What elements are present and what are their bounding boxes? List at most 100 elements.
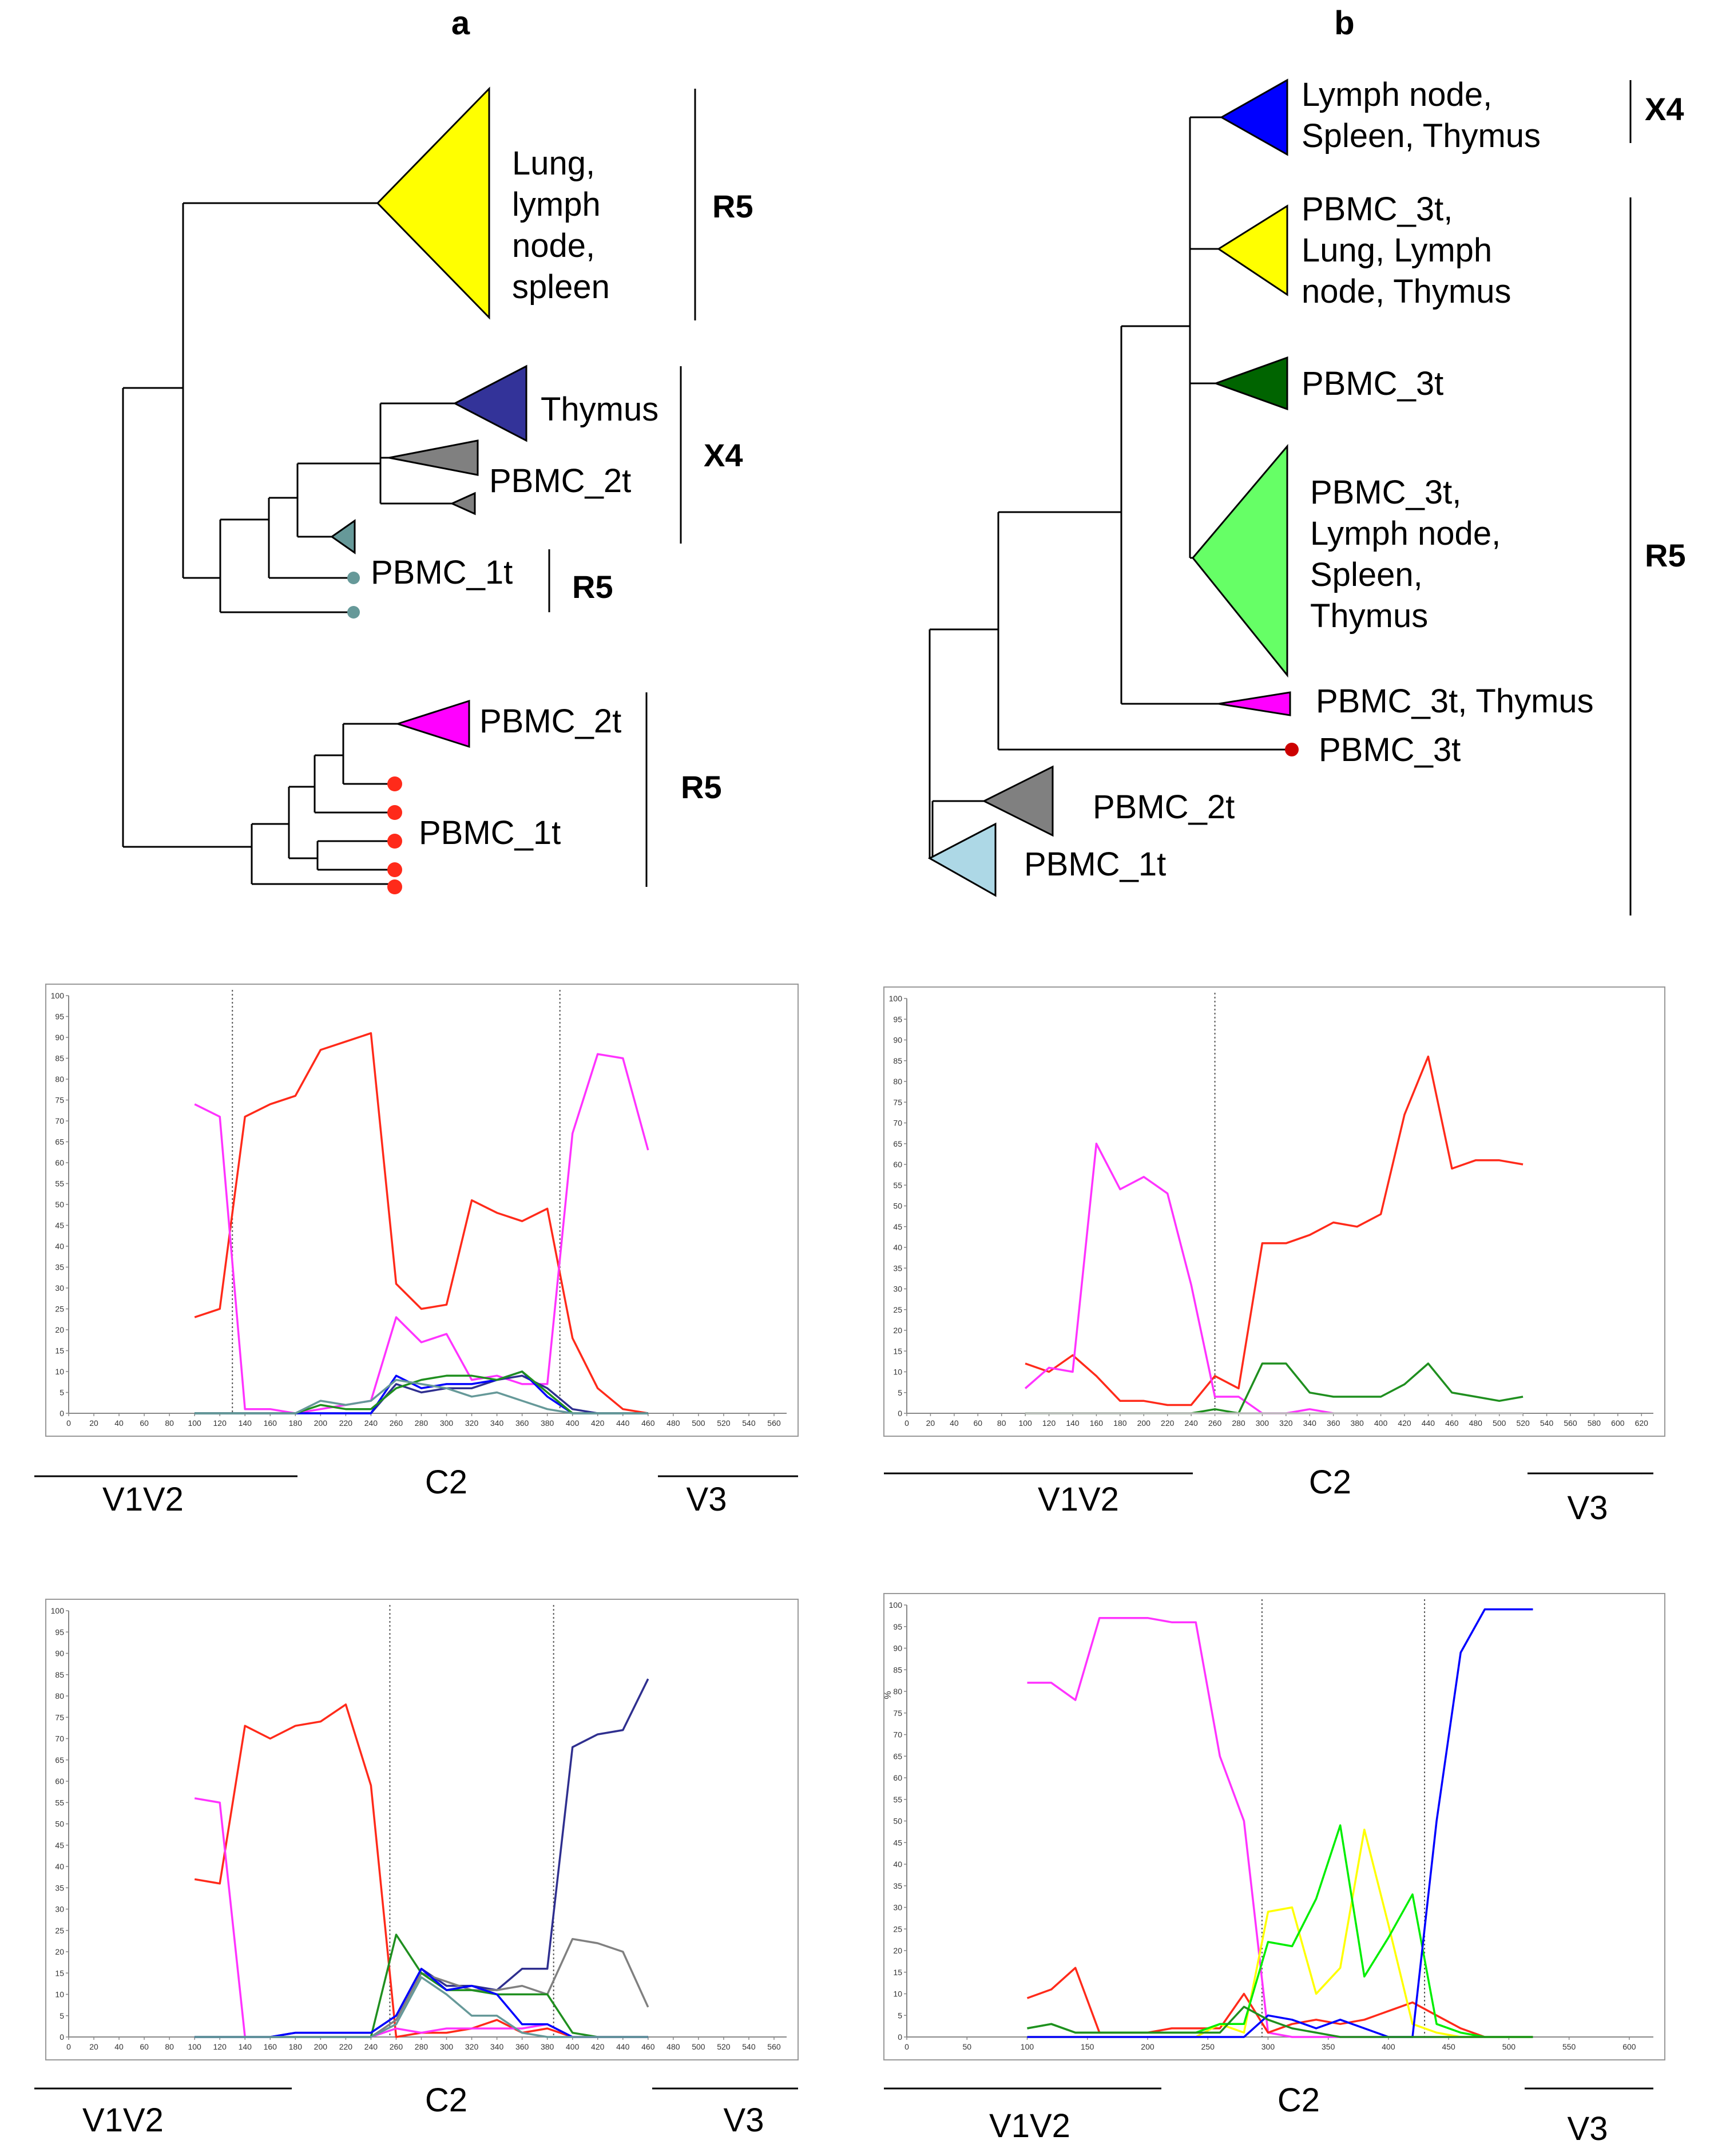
y-tick-label: 35	[55, 1263, 64, 1272]
y-tick-label: 80	[893, 1077, 902, 1086]
y-tick-label: 40	[55, 1862, 64, 1871]
group-a-label-2: X4	[704, 437, 743, 473]
clade-b-magenta-triangle	[1218, 691, 1291, 716]
clade-b-label-4: PBMC_3t, Lymph node, Spleen, Thymus	[1310, 474, 1501, 635]
y-tick-label: 25	[55, 1305, 64, 1314]
leaf-b-pbmc3t-dot	[1285, 743, 1299, 756]
y-tick-label: 60	[55, 1777, 64, 1786]
x-tick-label: 240	[364, 2042, 378, 2051]
x-tick-label: 20	[89, 1418, 98, 1428]
region-label-v3: V3	[1568, 1489, 1608, 1527]
y-tick-label: 0	[59, 1409, 64, 1418]
leaf-a-pbmc1t-dot-2	[347, 606, 360, 619]
x-tick-label: 60	[973, 1418, 982, 1428]
x-tick-label: 420	[591, 2042, 605, 2051]
series-line-6	[195, 1976, 648, 2038]
clade-b-label-6: PBMC_3t	[1319, 731, 1461, 768]
region-label-c2: C2	[1277, 2082, 1320, 2119]
y-tick-label: 20	[893, 1946, 902, 1955]
clade-a-label-5: PBMC_2t	[479, 703, 621, 740]
y-tick-label: 85	[55, 1670, 64, 1679]
y-tick-label: 20	[893, 1326, 902, 1335]
y-tick-label: 75	[55, 1713, 64, 1722]
y-tick-label: 70	[893, 1119, 902, 1128]
y-tick-label: 55	[893, 1180, 902, 1190]
y-tick-label: 15	[55, 1968, 64, 1977]
series-line-0	[1025, 1055, 1523, 1406]
x-tick-label: 140	[239, 1418, 252, 1428]
group-a-label-3: R5	[572, 569, 613, 605]
x-tick-label: 400	[566, 2042, 580, 2051]
x-tick-label: 320	[465, 1418, 479, 1428]
y-tick-label: 50	[55, 1200, 64, 1209]
leaf-a-pbmc1t-red-dot-3	[387, 834, 402, 849]
chart-top-left: 0 5 10 15 20 25 30 35 40 45 50 55 60 65 70 75 80 85 90 95 10…	[34, 984, 799, 1518]
x-tick-label: 50	[962, 2042, 971, 2051]
x-tick-label: 460	[641, 2042, 655, 2051]
y-tick-label: 35	[893, 1881, 902, 1891]
y-tick-label: 95	[55, 1627, 64, 1636]
y-tick-label: 90	[893, 1644, 902, 1653]
x-tick-label: 440	[616, 1418, 630, 1428]
y-tick-label: 60	[893, 1773, 902, 1782]
y-tick-label: 85	[55, 1054, 64, 1063]
x-tick-label: 240	[1184, 1418, 1198, 1428]
y-tick-label: 90	[55, 1033, 64, 1042]
chart-frame	[883, 1593, 1665, 2060]
y-axis-label: %	[883, 1691, 893, 1699]
x-tick-label: 160	[264, 2042, 277, 2051]
y-tick-label: 25	[893, 1305, 902, 1314]
y-tick-label: 90	[893, 1036, 902, 1045]
x-tick-label: 400	[1374, 1418, 1388, 1428]
x-tick-label: 80	[165, 1418, 174, 1428]
chart-bottom-left: 0 5 10 15 20 25 30 35 40 45 50 55 60 65 70 75 80 85 90 95 10…	[34, 1599, 799, 2139]
y-tick-label: 60	[893, 1160, 902, 1169]
x-tick-label: 160	[1090, 1418, 1104, 1428]
clade-b-label-5: PBMC_3t, Thymus	[1316, 683, 1594, 720]
y-tick-label: 100	[51, 1606, 65, 1615]
phylo-tree-a	[122, 202, 455, 885]
clade-b-label-7: PBMC_2t	[1093, 788, 1235, 826]
y-tick-label: 5	[59, 2011, 64, 2020]
x-tick-label: 80	[997, 1418, 1006, 1428]
y-tick-label: 70	[55, 1734, 64, 1743]
y-tick-label: 30	[893, 1285, 902, 1294]
y-tick-label: 15	[893, 1346, 902, 1356]
x-tick-label: 380	[1350, 1418, 1364, 1428]
x-tick-label: 340	[490, 2042, 504, 2051]
group-b-label-1: X4	[1645, 91, 1684, 127]
x-tick-label: 400	[1382, 2042, 1395, 2051]
x-tick-label: 120	[213, 1418, 227, 1428]
y-tick-label: 50	[55, 1820, 64, 1829]
x-tick-label: 100	[188, 1418, 201, 1428]
x-tick-label: 340	[1303, 1418, 1317, 1428]
x-tick-label: 360	[515, 2042, 529, 2051]
region-label-v3: V3	[1568, 2110, 1608, 2147]
clade-b-label-3: PBMC_3t	[1302, 365, 1443, 402]
leaf-a-pbmc1t-dot-1	[347, 572, 360, 584]
y-tick-label: 70	[893, 1730, 902, 1739]
y-tick-label: 40	[893, 1860, 902, 1869]
x-tick-label: 260	[390, 1418, 403, 1428]
y-tick-label: 55	[55, 1798, 64, 1807]
x-tick-label: 180	[1113, 1418, 1127, 1428]
x-tick-label: 560	[767, 1418, 781, 1428]
x-tick-label: 600	[1622, 2042, 1636, 2051]
y-tick-label: 45	[893, 1222, 902, 1231]
x-tick-label: 180	[289, 1418, 303, 1428]
x-tick-label: 80	[165, 2042, 174, 2051]
y-tick-label: 40	[55, 1242, 64, 1251]
y-tick-label: 95	[893, 1014, 902, 1024]
y-tick-label: 70	[55, 1116, 64, 1125]
x-tick-label: 220	[339, 1418, 353, 1428]
y-tick-label: 20	[55, 1325, 64, 1334]
clade-b-pbmc1t-triangle	[927, 822, 997, 897]
x-tick-label: 360	[1327, 1418, 1340, 1428]
y-tick-label: 55	[55, 1179, 64, 1188]
clade-b-x4-triangle	[1219, 78, 1288, 156]
x-tick-label: 200	[314, 1418, 328, 1428]
y-tick-label: 15	[55, 1346, 64, 1356]
tree-a-group-bars	[548, 89, 696, 887]
y-tick-label: 50	[893, 1817, 902, 1826]
